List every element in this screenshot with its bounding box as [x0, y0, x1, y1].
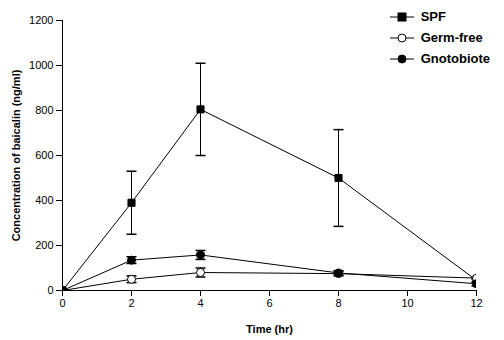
svg-text:200: 200: [35, 239, 53, 251]
svg-text:1200: 1200: [29, 14, 53, 26]
svg-text:8: 8: [335, 297, 341, 309]
svg-text:Time (hr): Time (hr): [246, 323, 293, 335]
svg-text:1000: 1000: [29, 59, 53, 71]
svg-text:12: 12: [470, 297, 482, 309]
svg-text:0: 0: [59, 297, 65, 309]
svg-text:2: 2: [128, 297, 134, 309]
svg-text:4: 4: [197, 297, 203, 309]
svg-text:10: 10: [401, 297, 413, 309]
html-text:Germ-free: Germ-free: [420, 30, 483, 45]
html-text:Gnotobiote: Gnotobiote: [420, 51, 490, 66]
html-text:SPF: SPF: [420, 9, 446, 24]
svg-text:800: 800: [35, 104, 53, 116]
svg-text:6: 6: [266, 297, 272, 309]
svg-text:400: 400: [35, 194, 53, 206]
svg-text:Concentration of baicalin (ng/: Concentration of baicalin (ng/ml): [10, 69, 22, 241]
svg-text:0: 0: [47, 284, 53, 296]
svg-text:600: 600: [35, 149, 53, 161]
